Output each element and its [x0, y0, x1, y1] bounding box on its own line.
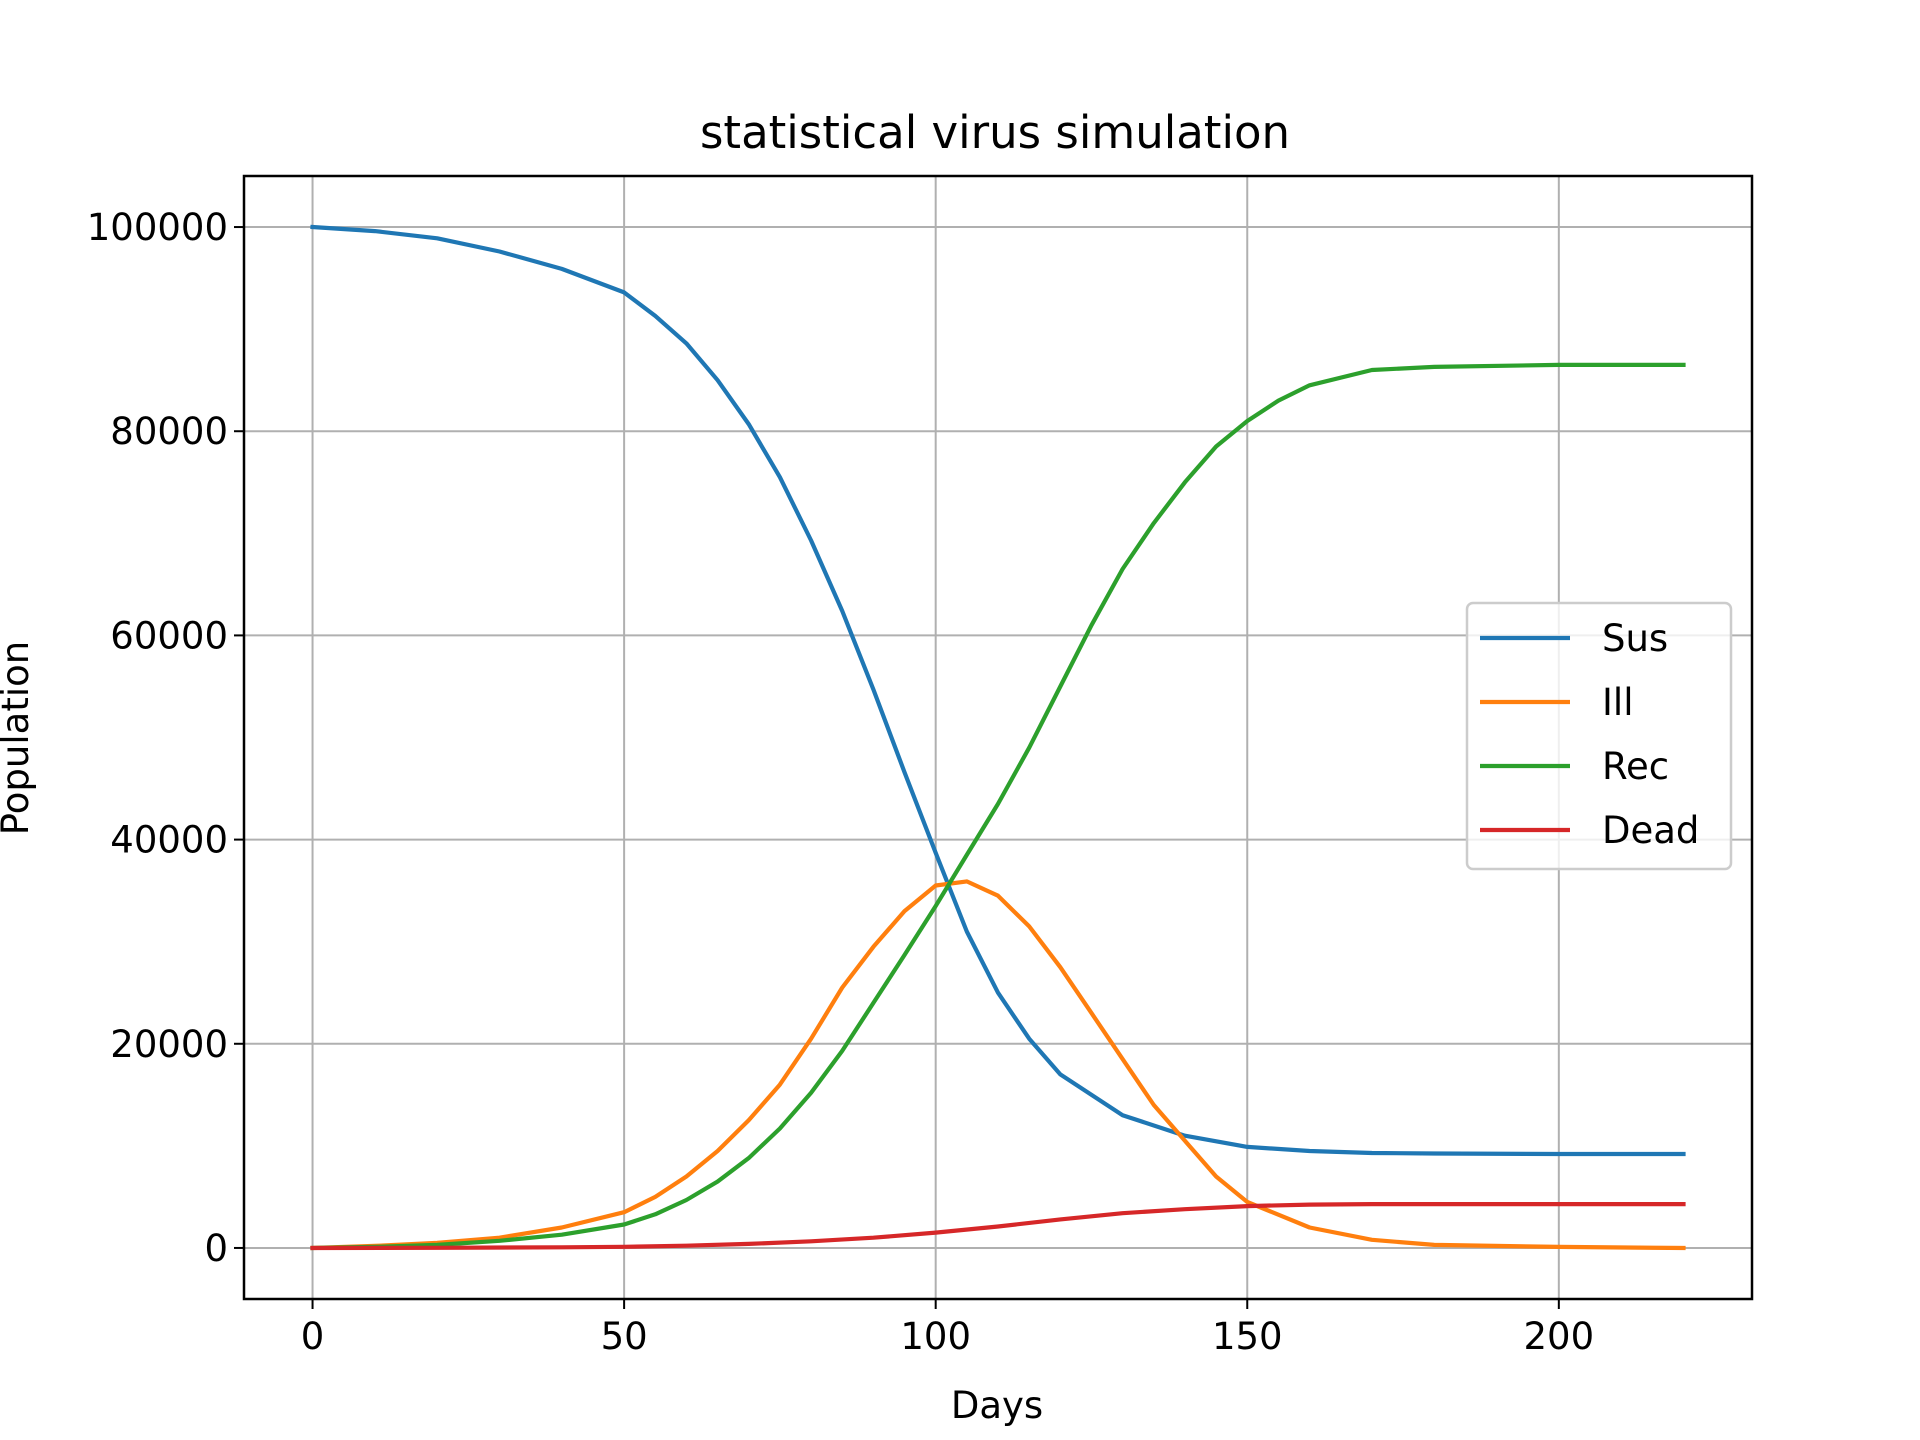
chart-title: statistical virus simulation: [700, 106, 1290, 159]
series-line-ill: [310, 879, 1686, 1251]
series-lines: [310, 224, 1686, 1251]
y-tick-label: 40000: [110, 819, 228, 862]
legend-frame: [1465, 601, 1733, 871]
y-axis-title: Population: [0, 641, 37, 835]
legend-label-ill: Ill: [1602, 681, 1633, 724]
y-tick-label: 20000: [110, 1023, 228, 1066]
x-tick-label: 200: [1524, 1315, 1595, 1358]
x-axis-title: Days: [951, 1384, 1043, 1427]
y-tick-label: 80000: [110, 410, 228, 453]
series-line-rec: [310, 362, 1686, 1251]
y-tick-label: 100000: [87, 206, 228, 249]
axis-ticks: 0 50 100 150 200 0 20000 40000 60000 80000 100000: [87, 206, 1594, 1358]
series-line-sus: [310, 224, 1686, 1157]
legend: Sus Ill Rec Dead: [1465, 601, 1733, 871]
x-tick-label: 100: [900, 1315, 971, 1358]
x-tick-label: 50: [601, 1315, 648, 1358]
x-tick-label: 150: [1212, 1315, 1283, 1358]
x-tick-label: 0: [301, 1315, 325, 1358]
series-line-dead: [310, 1201, 1686, 1251]
plot-area-frame: [242, 174, 1754, 1301]
legend-label-rec: Rec: [1602, 745, 1669, 788]
y-tick-label: 0: [204, 1227, 228, 1270]
legend-label-sus: Sus: [1602, 617, 1668, 660]
legend-label-dead: Dead: [1602, 809, 1699, 852]
y-tick-label: 60000: [110, 614, 228, 657]
